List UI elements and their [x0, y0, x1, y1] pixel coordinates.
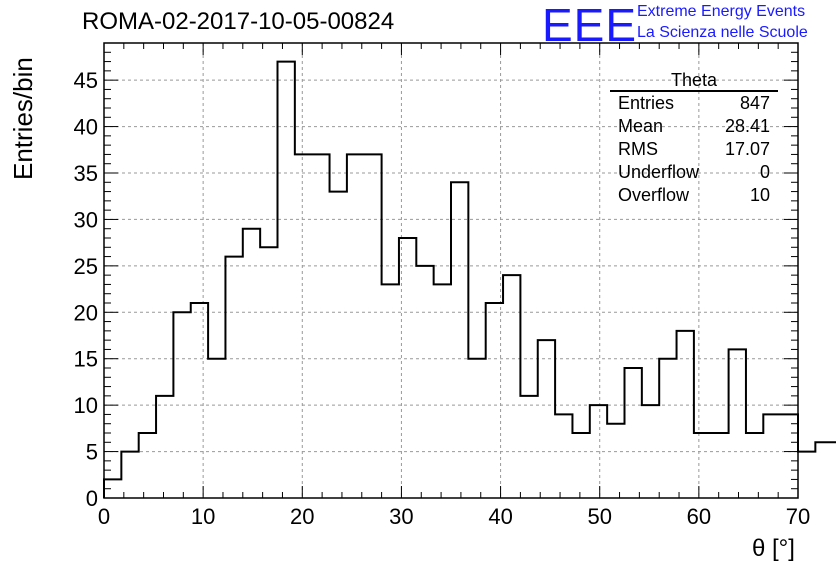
stats-row-entries: Entries 847	[610, 92, 778, 115]
histogram-bin	[278, 62, 295, 498]
histogram-bin	[191, 303, 208, 498]
histogram-bin	[572, 433, 589, 498]
chart-title: ROMA-02-2017-10-05-00824	[82, 8, 395, 35]
histogram-bin	[416, 266, 433, 498]
stats-key: Overflow	[618, 185, 690, 205]
tick-labels: 0 10 20 30 40 50 60 70 0 5 10 15 20 25 30 35 40 45	[74, 68, 811, 529]
histogram-bin	[399, 238, 416, 498]
histogram-outline	[103, 60, 836, 498]
histogram-bin	[677, 331, 694, 498]
histogram-bin	[243, 229, 260, 498]
histogram-bin	[121, 452, 138, 498]
histogram-bin	[659, 359, 676, 498]
histogram-bin	[347, 154, 364, 498]
histogram-bin	[486, 303, 503, 498]
x-tick-label: 50	[587, 504, 611, 529]
y-tick-label: 15	[74, 347, 98, 372]
histogram-bin	[434, 284, 451, 498]
histogram-bin	[711, 433, 728, 498]
histogram-bin	[746, 433, 763, 498]
axes	[103, 42, 799, 499]
y-tick-label: 20	[74, 300, 98, 325]
stats-box: Theta Entries 847 Mean 28.41 RMS 17.07 U…	[610, 70, 778, 207]
histogram-bin	[694, 433, 711, 498]
x-tick-label: 30	[389, 504, 413, 529]
histogram-bin	[382, 284, 399, 498]
x-tick-label: 40	[488, 504, 512, 529]
stats-value: 17.07	[724, 139, 770, 159]
histogram-bin	[225, 257, 242, 498]
y-tick-label: 30	[74, 207, 98, 232]
histogram-bin	[763, 414, 780, 498]
histogram-bin	[590, 405, 607, 498]
x-tick-label: 60	[687, 504, 711, 529]
y-tick-label: 10	[74, 393, 98, 418]
histogram-bin	[260, 247, 277, 498]
stats-key: Entries	[618, 93, 675, 113]
eee-logo: EEE	[542, 0, 638, 51]
stats-key: Mean	[618, 116, 664, 136]
stats-title: Theta	[610, 70, 778, 92]
histogram-bin	[139, 433, 156, 498]
stats-key: RMS	[618, 139, 658, 159]
histogram-bin	[312, 154, 329, 498]
y-tick-label: 35	[74, 161, 98, 186]
stats-row-overflow: Overflow 10	[610, 184, 778, 207]
histogram-bin	[364, 154, 381, 498]
histogram-series	[103, 60, 836, 498]
histogram-bin	[815, 442, 832, 498]
plot-frame	[103, 42, 799, 499]
x-tick-label: 70	[786, 504, 810, 529]
stats-value: 847	[739, 93, 770, 113]
histogram-bin	[503, 275, 520, 498]
logo-line-2: La Scienza nelle Scuole	[637, 24, 808, 41]
x-tick-label: 20	[290, 504, 314, 529]
histogram-bin	[538, 340, 555, 498]
stats-key: Underflow	[618, 162, 700, 182]
stats-value: 28.41	[724, 116, 770, 136]
histogram-bin	[295, 154, 312, 498]
histogram-bin	[781, 414, 798, 498]
y-tick-label: 45	[74, 68, 98, 93]
y-tick-label: 0	[86, 486, 98, 511]
logo-line-1: Extreme Energy Events	[637, 3, 806, 20]
histogram-bin	[798, 452, 815, 498]
stats-row-rms: RMS 17.07	[610, 138, 778, 161]
histogram-bin	[208, 359, 225, 498]
stats-row-mean: Mean 28.41	[610, 115, 778, 138]
histogram-bin	[156, 396, 173, 498]
x-tick-label: 10	[191, 504, 215, 529]
y-tick-label: 5	[86, 440, 98, 465]
stats-value: 0	[759, 162, 770, 182]
histogram-bin	[555, 414, 572, 498]
y-axis-label: Entries/bin	[8, 57, 38, 180]
histogram-bin	[607, 424, 624, 498]
histogram-bin	[520, 396, 537, 498]
histogram-bin	[729, 349, 746, 498]
histogram-bin	[642, 405, 659, 498]
histogram-bin	[451, 182, 468, 498]
histogram-bin	[625, 368, 642, 498]
x-tick-label: 0	[98, 504, 110, 529]
y-tick-label: 25	[74, 254, 98, 279]
y-tick-label: 40	[74, 115, 98, 140]
histogram-bin	[173, 312, 190, 498]
histogram-bin	[468, 359, 485, 498]
grid-lines	[104, 43, 798, 498]
stats-row-underflow: Underflow 0	[610, 161, 778, 184]
stats-value: 10	[749, 185, 770, 205]
histogram-bin	[330, 192, 347, 498]
x-axis-label: θ [°]	[752, 535, 795, 562]
